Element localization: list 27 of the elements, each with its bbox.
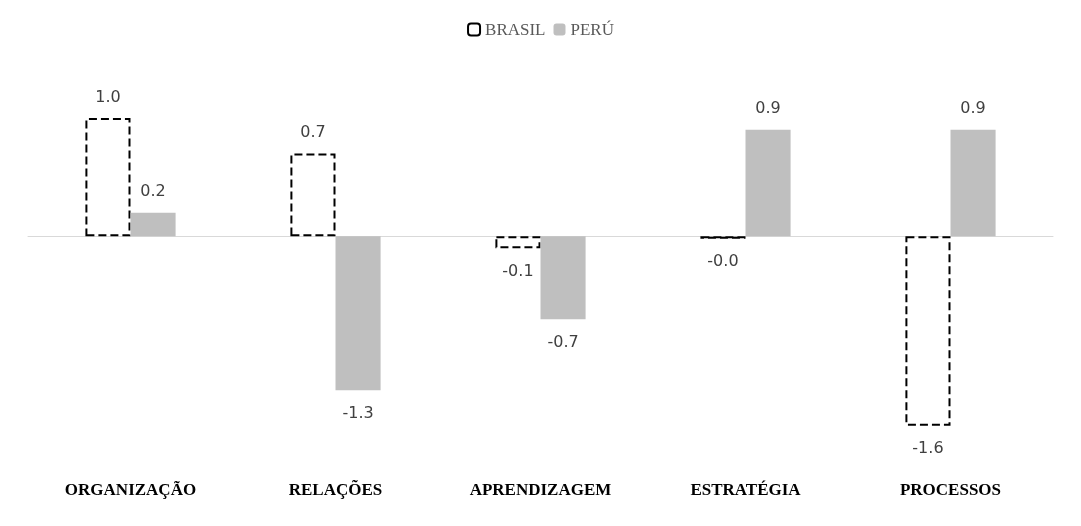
legend-label: PERÚ: [570, 20, 614, 39]
legend-label: BRASIL: [485, 20, 546, 39]
data-label: -0.0: [707, 251, 739, 271]
data-label: 0.2: [140, 181, 166, 201]
x-tick-label: RELAÇÕES: [288, 479, 383, 499]
x-tick-label: PROCESSOS: [899, 480, 1002, 499]
data-label: -0.1: [502, 260, 534, 280]
data-label: 0.9: [755, 98, 781, 118]
x-tick-label: ESTRATÉGIA: [690, 480, 802, 499]
bar: [290, 153, 336, 237]
bar: [85, 118, 131, 237]
bar: [905, 236, 951, 426]
data-label: 1.0: [95, 86, 121, 106]
data-label: -1.3: [342, 402, 374, 422]
data-label: -0.7: [547, 331, 579, 351]
x-tick-label: APRENDIZAGEM: [469, 480, 612, 499]
bar: [950, 129, 996, 237]
bar: [335, 236, 381, 391]
bar: [495, 236, 541, 249]
bar: [745, 129, 791, 237]
bar: [130, 212, 176, 237]
bar: [700, 236, 746, 239]
data-label: 0.7: [300, 122, 326, 141]
x-tick-label: ORGANIZAÇÃO: [64, 480, 197, 499]
data-label: 0.9: [960, 98, 986, 118]
bar: [540, 236, 586, 320]
data-label: -1.6: [912, 438, 944, 458]
